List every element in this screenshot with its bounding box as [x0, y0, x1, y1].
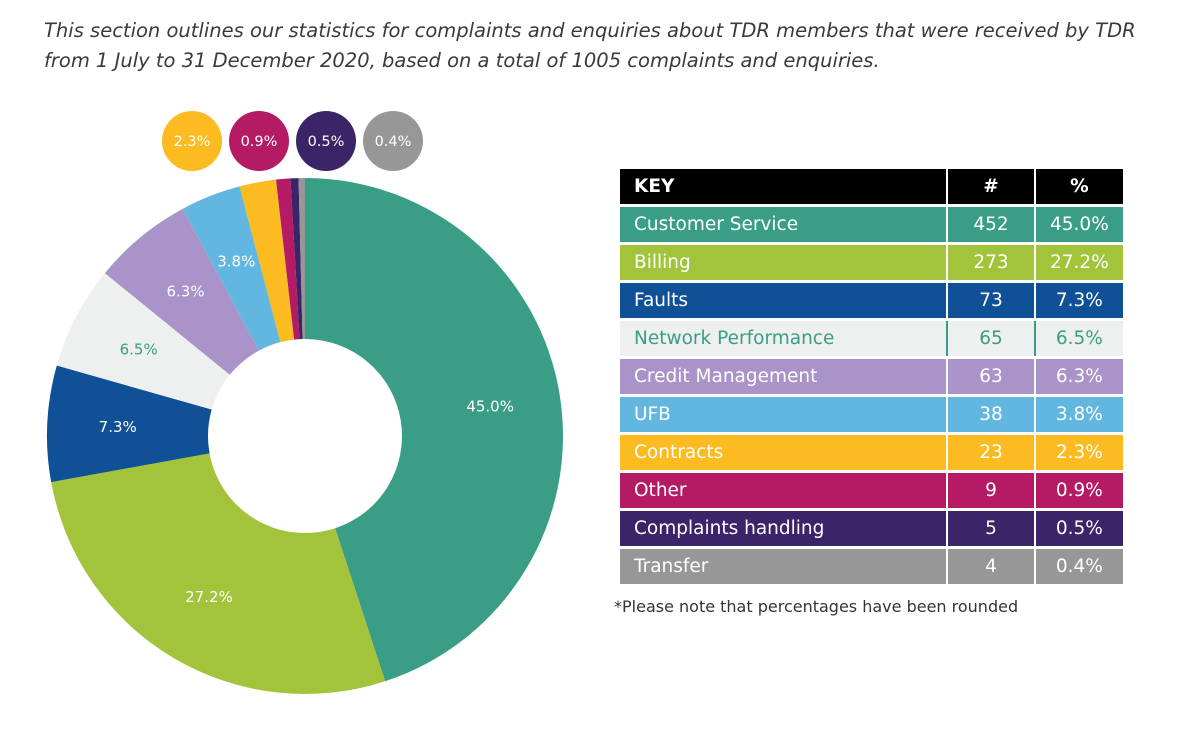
- callout-label: 0.9%: [241, 134, 278, 150]
- slice-8: [290, 178, 303, 340]
- key-cell-name: Customer Service: [620, 207, 946, 242]
- key-cell-pct: 6.3%: [1034, 359, 1123, 394]
- key-row: Other 9 0.9%: [620, 473, 1123, 508]
- key-cell-name: UFB: [620, 397, 946, 432]
- key-cell-num: 452: [946, 207, 1034, 242]
- header-percent: %: [1034, 169, 1123, 204]
- key-cell-pct: 0.4%: [1034, 549, 1123, 584]
- key-cell-pct: 45.0%: [1034, 207, 1123, 242]
- key-cell-num: 4: [946, 549, 1034, 584]
- slice-2: [47, 365, 212, 483]
- slice-label: 45.0%: [466, 398, 514, 416]
- callout-circle: [363, 111, 423, 171]
- key-cell-num: 38: [946, 397, 1034, 432]
- key-cell-num: 73: [946, 283, 1034, 318]
- slice-label: 7.3%: [99, 418, 137, 436]
- key-cell-name: Faults: [620, 283, 946, 318]
- key-cell-num: 23: [946, 435, 1034, 470]
- key-cell-num: 63: [946, 359, 1034, 394]
- key-row: Billing 273 27.2%: [620, 245, 1123, 280]
- slice-label: 6.5%: [120, 340, 158, 358]
- key-cell-name: Credit Management: [620, 359, 946, 394]
- key-row: Credit Management 63 6.3%: [620, 359, 1123, 394]
- slice-1: [51, 453, 386, 694]
- key-cell-num: 9: [946, 473, 1034, 508]
- key-row: Complaints handling 5 0.5%: [620, 511, 1123, 546]
- key-cell-num: 5: [946, 511, 1034, 546]
- key-cell-name: Other: [620, 473, 946, 508]
- key-cell-num: 273: [946, 245, 1034, 280]
- key-header-row: KEY # %: [620, 169, 1123, 204]
- key-cell-name: Contracts: [620, 435, 946, 470]
- key-cell-num: 65: [946, 321, 1034, 356]
- key-cell-name: Billing: [620, 245, 946, 280]
- key-cell-pct: 3.8%: [1034, 397, 1123, 432]
- key-cell-name: Complaints handling: [620, 511, 946, 546]
- callout-label: 0.5%: [308, 134, 345, 150]
- key-cell-pct: 0.9%: [1034, 473, 1123, 508]
- callout-circle: [296, 111, 356, 171]
- key-row: Network Performance 65 6.5%: [620, 321, 1123, 356]
- key-row: Contracts 23 2.3%: [620, 435, 1123, 470]
- slice-7: [276, 178, 300, 340]
- slice-4: [104, 208, 260, 375]
- intro-text: This section outlines our statistics for…: [44, 19, 1136, 72]
- key-cell-pct: 0.5%: [1034, 511, 1123, 546]
- slice-label: 27.2%: [185, 588, 233, 606]
- key-row: Customer Service 452 45.0%: [620, 207, 1123, 242]
- rounding-note: *Please note that percentages have been …: [614, 597, 1019, 616]
- key-row: Transfer 4 0.4%: [620, 549, 1123, 584]
- key-row: UFB 38 3.8%: [620, 397, 1123, 432]
- slice-9: [298, 178, 305, 340]
- key-cell-name: Transfer: [620, 549, 946, 584]
- slice-label: 6.3%: [166, 282, 204, 300]
- key-cell-pct: 7.3%: [1034, 283, 1123, 318]
- key-cell-pct: 2.3%: [1034, 435, 1123, 470]
- callout-label: 2.3%: [174, 134, 211, 150]
- header-count: #: [946, 169, 1034, 204]
- key-cell-pct: 27.2%: [1034, 245, 1123, 280]
- key-table: KEY # % Customer Service 452 45.0% Billing 2…: [620, 166, 1123, 587]
- callout-circle: [229, 111, 289, 171]
- donut-chart: 45.0% 27.2% 7.3% 6.5% 6.3% 3.8% 2.3% 0.9% 0.5% 0.…: [47, 111, 564, 694]
- callout-label: 0.4%: [375, 134, 412, 150]
- header-key: KEY: [620, 169, 946, 204]
- slice-3: [56, 273, 230, 410]
- slice-label: 3.8%: [217, 253, 255, 271]
- slice-6: [239, 179, 295, 343]
- callout-circle: [162, 111, 222, 171]
- key-cell-name: Network Performance: [620, 321, 946, 356]
- slice-5: [182, 186, 281, 351]
- key-row: Faults 73 7.3%: [620, 283, 1123, 318]
- slice-0: [305, 178, 564, 682]
- key-cell-pct: 6.5%: [1034, 321, 1123, 356]
